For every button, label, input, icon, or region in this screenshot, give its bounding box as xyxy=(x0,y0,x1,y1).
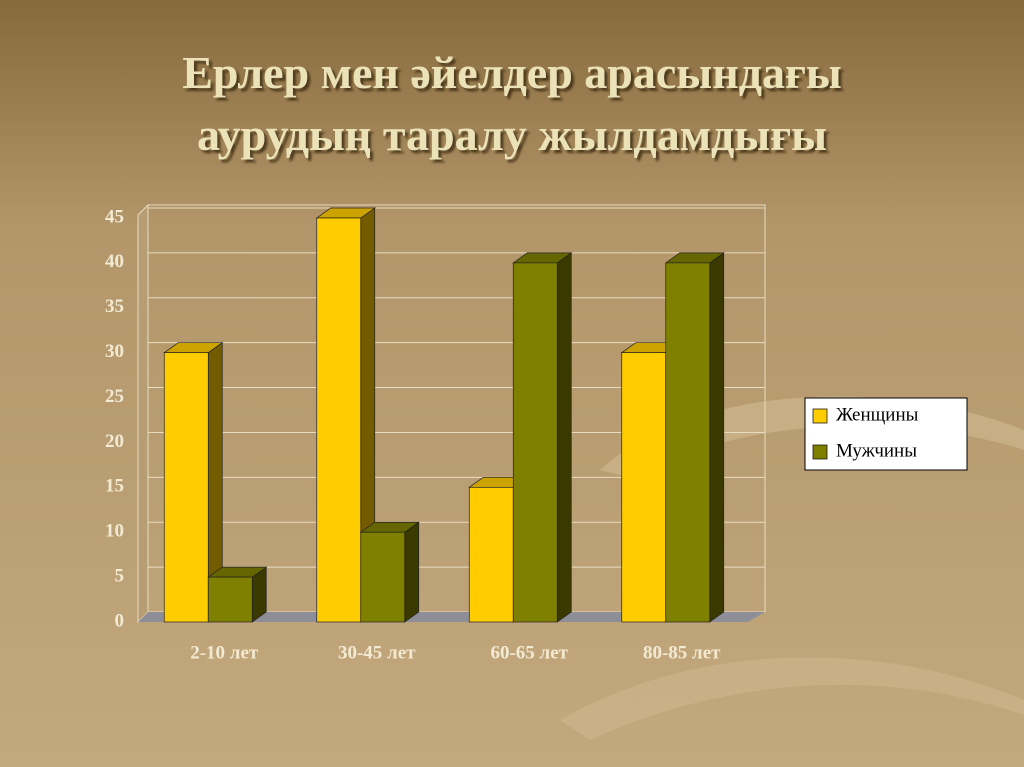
legend-label: Мужчины xyxy=(836,440,917,461)
bar xyxy=(359,521,420,623)
floor xyxy=(138,612,765,622)
bar-front xyxy=(665,262,711,623)
legend xyxy=(804,397,968,471)
bar xyxy=(163,341,224,623)
bar xyxy=(315,207,376,623)
legend-swatch xyxy=(812,408,828,424)
legend-swatch xyxy=(812,444,828,460)
x-tick-label: 2-10 лет xyxy=(190,642,259,663)
swirl xyxy=(560,657,1024,740)
bar xyxy=(512,252,573,623)
y-tick-label: 5 xyxy=(115,565,125,586)
bar-front xyxy=(163,352,209,623)
bar-side xyxy=(709,252,725,623)
bar-front xyxy=(512,262,558,623)
y-tick-label: 0 xyxy=(115,610,125,631)
y-tick-label: 25 xyxy=(105,386,124,407)
bar-front xyxy=(621,352,667,623)
bar-side xyxy=(556,252,572,623)
y-tick-label: 10 xyxy=(105,521,124,542)
y-tick-label: 20 xyxy=(105,431,124,452)
bar-front xyxy=(207,576,253,623)
y-tick-label: 45 xyxy=(105,206,124,227)
legend-label: Женщины xyxy=(836,404,919,425)
x-tick-label: 80-85 лет xyxy=(643,642,721,663)
y-tick-label: 35 xyxy=(105,296,124,317)
plot xyxy=(148,207,765,623)
x-tick-label: 30-45 лет xyxy=(338,642,416,663)
bar-front xyxy=(360,531,406,623)
chart-title: Ерлер мен әйелдер арасындағы xyxy=(182,47,842,98)
bar-side xyxy=(404,521,420,623)
bar-front xyxy=(316,217,362,623)
chart-title: аурудың таралу жылдамдығы xyxy=(197,109,827,160)
bar-front xyxy=(468,486,514,623)
y-tick-label: 40 xyxy=(105,251,124,272)
side-wall xyxy=(137,203,149,624)
bar xyxy=(664,252,725,623)
x-tick-label: 60-65 лет xyxy=(490,642,568,663)
y-tick-label: 15 xyxy=(105,476,124,497)
y-tick-label: 30 xyxy=(105,341,124,362)
bar xyxy=(207,566,268,623)
